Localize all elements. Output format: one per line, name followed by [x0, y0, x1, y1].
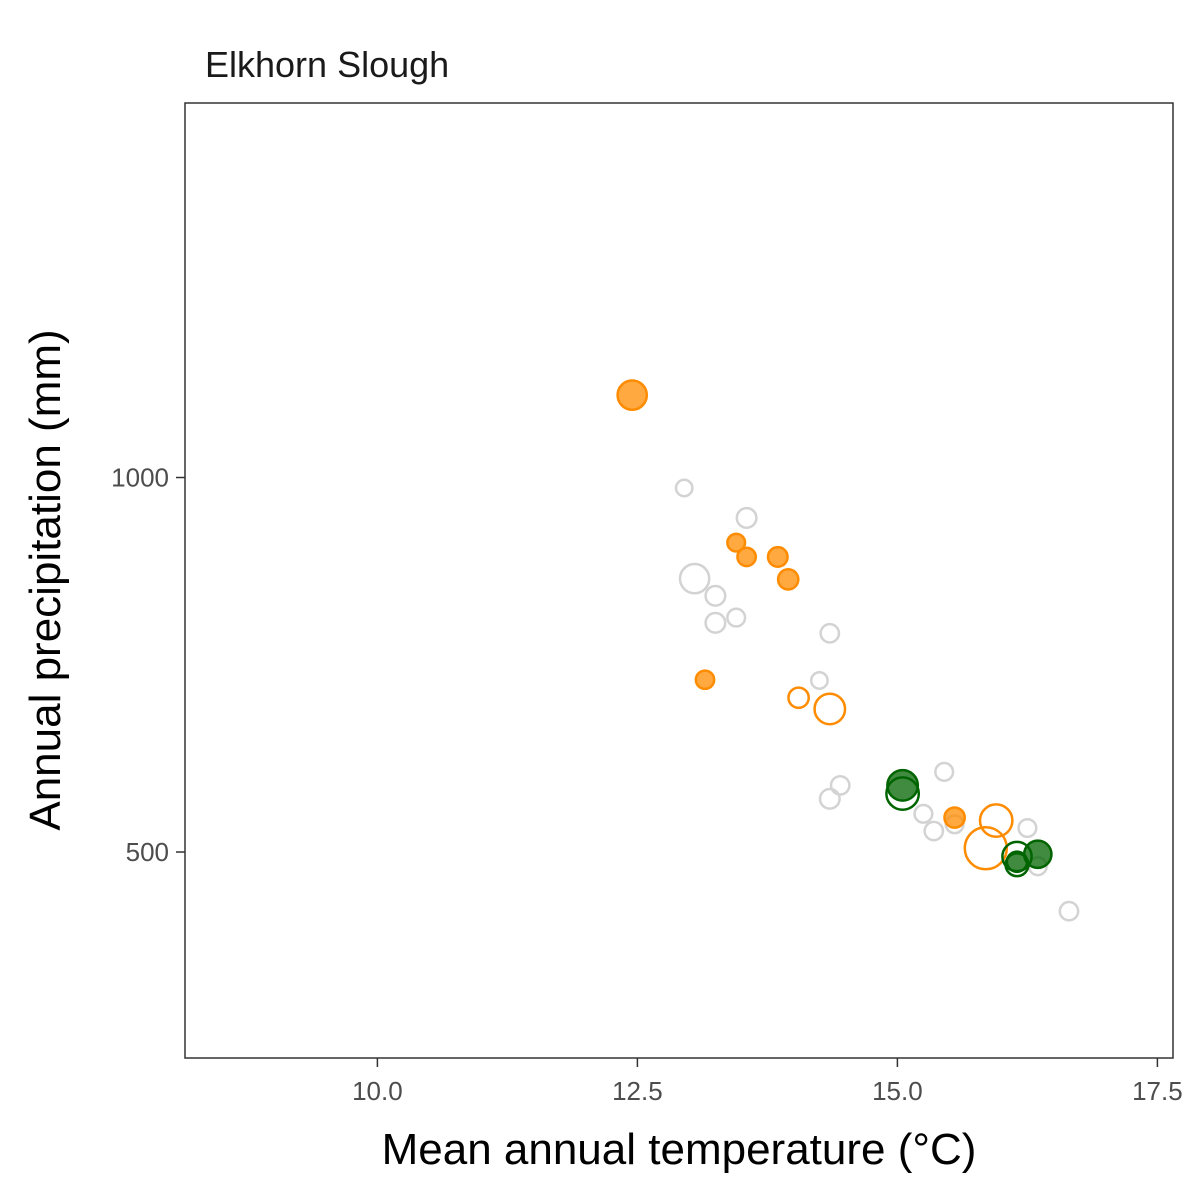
data-point [885, 776, 921, 812]
data-point [674, 478, 694, 498]
data-point [978, 803, 1014, 839]
data-point [704, 611, 727, 634]
y-tick-label: 500 [126, 837, 169, 867]
data-point [934, 761, 955, 782]
data-point [726, 607, 747, 628]
x-axis: 10.0 12.5 15.0 17.5 [352, 1058, 1183, 1106]
points-layer [616, 379, 1080, 922]
data-point [943, 806, 966, 829]
data-point [1005, 850, 1029, 874]
data-point [766, 545, 789, 568]
data-point [818, 787, 841, 810]
y-tick-label: 1000 [111, 463, 169, 493]
data-point [678, 562, 711, 595]
data-point [923, 820, 945, 842]
data-point [694, 669, 716, 691]
data-point [829, 774, 851, 796]
y-axis: 500 1000 [111, 463, 185, 867]
data-point [735, 506, 758, 530]
data-point [813, 692, 847, 726]
data-point [1058, 900, 1080, 922]
data-point [616, 379, 649, 411]
x-tick-label: 15.0 [872, 1076, 923, 1106]
y-axis-title: Annual precipitation (mm) [21, 329, 70, 830]
data-point [736, 546, 758, 568]
panel-border [184, 102, 1174, 1059]
x-axis-title: Mean annual temperature (°C) [382, 1125, 977, 1174]
data-point [726, 532, 747, 553]
x-tick-label: 12.5 [612, 1076, 663, 1106]
data-point [787, 686, 810, 710]
data-point [819, 622, 841, 644]
chart-title: Elkhorn Slough [205, 44, 449, 85]
x-tick-label: 10.0 [352, 1076, 403, 1106]
data-point [1017, 817, 1038, 839]
data-point [886, 768, 920, 802]
data-point [704, 584, 727, 607]
data-point [776, 568, 800, 591]
data-point [963, 826, 1009, 871]
data-point [913, 803, 934, 824]
x-tick-label: 17.5 [1132, 1076, 1183, 1106]
data-point [809, 671, 829, 690]
